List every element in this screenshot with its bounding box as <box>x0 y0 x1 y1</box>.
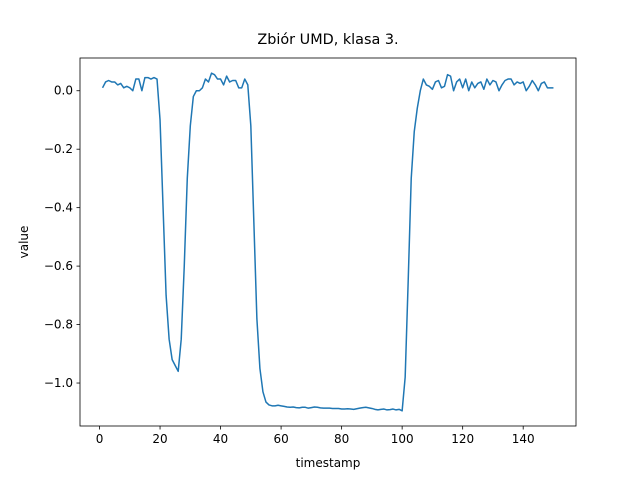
y-tick-label: 0.0 <box>54 84 73 98</box>
y-tick-label: −0.6 <box>44 259 73 273</box>
x-tick-label: 60 <box>273 432 288 446</box>
x-tick-label: 120 <box>451 432 474 446</box>
x-axis-label: timestamp <box>296 456 361 470</box>
x-tick-label: 80 <box>334 432 349 446</box>
y-tick-label: −0.8 <box>44 318 73 332</box>
y-axis-label: value <box>17 226 31 259</box>
chart-title: Zbiór UMD, klasa 3. <box>257 32 398 48</box>
x-tick-label: 0 <box>96 432 104 446</box>
data-line <box>101 72 554 412</box>
plot-frame <box>79 57 577 427</box>
y-tick-label: −0.2 <box>44 142 73 156</box>
x-tick-label: 20 <box>152 432 167 446</box>
x-tick-label: 140 <box>512 432 535 446</box>
x-tick-label: 40 <box>213 432 228 446</box>
y-tick-label: −1.0 <box>44 376 73 390</box>
y-tick-label: −0.4 <box>44 201 73 215</box>
x-tick-label: 100 <box>391 432 414 446</box>
